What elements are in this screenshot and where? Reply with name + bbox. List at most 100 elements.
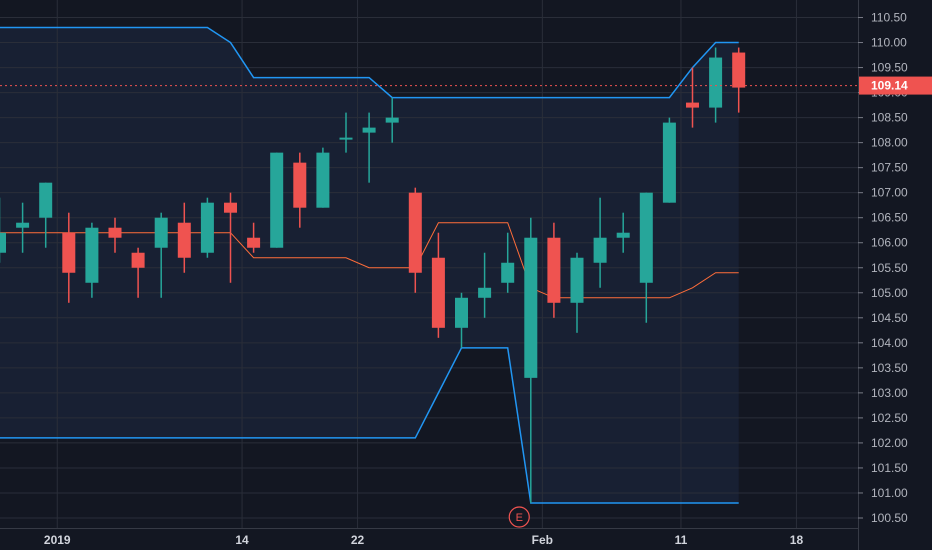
candle-body xyxy=(408,192,422,273)
candle[interactable] xyxy=(293,152,307,228)
last-price-value: 109.14 xyxy=(871,79,908,93)
candle[interactable] xyxy=(177,202,191,273)
candle[interactable] xyxy=(616,212,630,253)
candle-body xyxy=(200,202,214,253)
price-tick-label: 103.50 xyxy=(871,361,908,375)
price-tick-label: 108.50 xyxy=(871,111,908,125)
lower-channel-line xyxy=(0,347,739,504)
time-tick-label: 14 xyxy=(235,533,249,547)
candle-body xyxy=(154,217,168,248)
time-tick-label: 18 xyxy=(790,533,804,547)
candle[interactable] xyxy=(154,212,168,298)
candle[interactable] xyxy=(16,202,30,253)
price-tick-label: 102.50 xyxy=(871,411,908,425)
candle[interactable] xyxy=(62,212,76,303)
candle-body xyxy=(547,237,561,303)
candle[interactable] xyxy=(732,47,746,113)
time-tick-label: 22 xyxy=(351,533,365,547)
candle[interactable] xyxy=(431,232,445,338)
candle[interactable] xyxy=(478,252,492,318)
time-tick-label: 11 xyxy=(675,533,688,547)
last-price-badge xyxy=(859,76,932,95)
price-tick-label: 101.00 xyxy=(871,486,908,500)
candle[interactable] xyxy=(547,222,561,318)
candle-body xyxy=(639,192,653,283)
price-tick-label: 103.00 xyxy=(871,386,908,400)
candle[interactable] xyxy=(316,147,330,208)
price-tick-label: 106.50 xyxy=(871,211,908,225)
candle-body xyxy=(224,202,237,213)
event-markers: E xyxy=(508,506,530,528)
price-tick-label: 102.00 xyxy=(871,436,908,450)
price-tick-label: 105.00 xyxy=(871,286,908,300)
candle-body xyxy=(501,262,515,283)
candle[interactable] xyxy=(0,197,6,263)
candle-body xyxy=(108,227,122,238)
candle[interactable] xyxy=(247,222,261,253)
candle[interactable] xyxy=(362,112,376,183)
price-tick-label: 107.00 xyxy=(871,186,908,200)
candle[interactable] xyxy=(408,187,422,293)
candle[interactable] xyxy=(108,217,122,253)
candle-body xyxy=(362,127,376,133)
candle-body xyxy=(478,287,492,298)
candle-body xyxy=(0,232,6,253)
candles xyxy=(0,47,746,503)
candle[interactable] xyxy=(39,182,53,248)
candle[interactable] xyxy=(224,192,237,283)
price-tick-label: 107.50 xyxy=(871,161,908,175)
candle-body xyxy=(293,162,307,208)
price-tick-label: 104.50 xyxy=(871,311,908,325)
candle[interactable] xyxy=(593,197,607,288)
candle[interactable] xyxy=(131,247,145,298)
candle[interactable] xyxy=(686,67,699,128)
candle-body xyxy=(732,52,746,88)
price-tick-label: 110.00 xyxy=(871,36,907,50)
upper-channel-line xyxy=(0,26,739,99)
candle[interactable] xyxy=(339,112,353,153)
time-tick-label: Feb xyxy=(532,533,553,547)
time-axis[interactable]: 2019 14 22 Feb 11 18 xyxy=(0,528,858,550)
candle-body xyxy=(524,237,538,378)
candle-body xyxy=(177,222,191,258)
price-tick-label: 109.50 xyxy=(871,61,908,75)
price-tick-label: 105.50 xyxy=(871,261,908,275)
channel-fill xyxy=(0,27,739,503)
candle[interactable] xyxy=(200,197,214,258)
candle[interactable] xyxy=(639,192,653,323)
channel-area xyxy=(0,27,739,503)
candle[interactable] xyxy=(524,217,538,503)
candle-body xyxy=(16,222,30,228)
candle[interactable] xyxy=(270,152,284,248)
price-tick-label: 101.50 xyxy=(871,461,908,475)
candle[interactable] xyxy=(385,97,399,143)
grid-lines xyxy=(0,0,858,528)
channel-lines xyxy=(0,26,739,504)
price-axis[interactable]: 110.50110.00109.50109.00108.50108.00107.… xyxy=(858,0,932,550)
last-price-label: 109.14 xyxy=(859,76,932,95)
candle-body xyxy=(616,232,630,238)
time-axis-background xyxy=(0,528,858,550)
candle-body xyxy=(455,297,468,328)
candle[interactable] xyxy=(85,222,99,298)
middle-line xyxy=(0,222,739,299)
earnings-marker[interactable]: E xyxy=(508,506,530,528)
candle-body xyxy=(131,252,145,268)
candle-body xyxy=(686,102,699,108)
candle[interactable] xyxy=(570,252,584,333)
earnings-marker-label: E xyxy=(516,512,523,524)
candle-body xyxy=(316,152,330,208)
candle[interactable] xyxy=(709,47,723,123)
candle[interactable] xyxy=(501,232,515,293)
candle-body xyxy=(39,182,53,218)
candle-body xyxy=(570,257,584,303)
price-tick-label: 108.00 xyxy=(871,136,908,150)
candle-body xyxy=(62,232,76,273)
earnings-marker-circle xyxy=(508,506,530,528)
candle-body xyxy=(593,237,607,263)
price-tick-label: 110.50 xyxy=(871,11,907,25)
candle[interactable] xyxy=(455,292,468,348)
candle[interactable] xyxy=(662,117,676,203)
price-tick-label: 106.00 xyxy=(871,236,908,250)
